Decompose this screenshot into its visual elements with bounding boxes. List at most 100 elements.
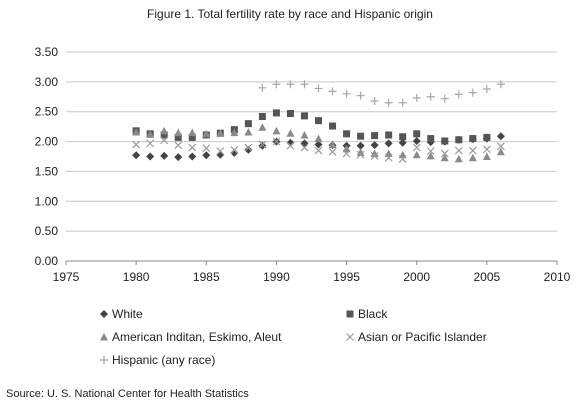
- legend: White Black American Inditan, Eskimo, Aleu…: [100, 307, 487, 367]
- data-point-triangle: [132, 128, 141, 136]
- data-point-square: [483, 133, 491, 141]
- data-point-x: [286, 141, 295, 150]
- data-point-x: [244, 143, 253, 152]
- data-point-x: [230, 146, 239, 154]
- data-point-plus: [342, 89, 351, 98]
- data-point-x: [272, 137, 281, 146]
- data-point-plus: [314, 84, 323, 93]
- legend-label: Hispanic (any race): [112, 353, 215, 367]
- axes: 0.00 0.50 1.00 1.50 2.00 2.50 3.00 3.50 1975 1980…: [35, 45, 571, 284]
- data-point-plus: [384, 98, 393, 107]
- data-point-triangle: [286, 129, 295, 137]
- data-point-square: [441, 137, 449, 145]
- data-point-x: [496, 142, 505, 151]
- data-point-x: [412, 143, 421, 152]
- data-point-plus: [370, 96, 379, 105]
- series-plus: [258, 80, 505, 107]
- data-point-triangle: [468, 153, 477, 162]
- legend-label: Black: [358, 307, 388, 321]
- data-point-square: [315, 117, 323, 125]
- chart-title: Figure 1. Total fertility rate by race a…: [147, 7, 433, 21]
- data-point-diamond: [412, 136, 421, 145]
- data-point-triangle: [328, 140, 337, 149]
- series-diamond: [132, 132, 505, 162]
- series-x: [132, 136, 505, 163]
- data-point-diamond: [132, 151, 141, 160]
- data-point-triangle: [384, 149, 393, 158]
- data-point-square: [286, 110, 294, 118]
- data-point-diamond: [202, 151, 211, 160]
- data-point-x: [482, 145, 491, 154]
- data-point-diamond: [356, 141, 365, 150]
- data-point-triangle: [188, 128, 197, 137]
- data-point-triangle: [244, 128, 253, 136]
- data-point-diamond: [244, 145, 253, 154]
- data-point-diamond: [496, 132, 505, 141]
- data-point-x: [174, 141, 183, 150]
- legend-item: Hispanic (any race): [100, 353, 215, 367]
- data-point-square: [272, 109, 280, 117]
- data-point-plus: [482, 85, 491, 94]
- data-point-plus: [328, 87, 337, 96]
- data-point-square: [258, 112, 266, 120]
- y-tick-label: 1.50: [35, 164, 59, 178]
- data-point-triangle: [160, 126, 169, 135]
- data-point-x: [300, 143, 309, 152]
- data-point-diamond: [160, 151, 169, 160]
- data-point-x: [314, 146, 323, 155]
- data-point-diamond: [230, 148, 239, 157]
- data-point-x: [468, 146, 477, 155]
- data-point-diamond: [384, 139, 393, 148]
- data-point-x: [188, 143, 197, 152]
- data-point-plus: [272, 80, 281, 89]
- y-tick-label: 0.50: [35, 224, 59, 238]
- data-point-square: [371, 132, 379, 140]
- data-point-triangle: [314, 134, 323, 143]
- x-tick-label: 2010: [544, 270, 571, 284]
- data-point-diamond: [174, 153, 183, 162]
- data-point-plus: [258, 83, 267, 92]
- legend-item: Black: [346, 307, 388, 321]
- data-point-plus: [398, 98, 407, 107]
- data-point-x: [370, 151, 379, 160]
- data-point-x: [146, 139, 155, 148]
- data-point-square: [329, 122, 337, 130]
- data-point-x: [216, 147, 225, 156]
- data-point-triangle: [230, 128, 239, 137]
- data-point-square: [455, 136, 463, 144]
- data-point-plus: [300, 80, 309, 89]
- data-point-x: [356, 150, 365, 159]
- data-point-diamond: [286, 138, 295, 147]
- data-point-square: [469, 135, 477, 143]
- data-point-plus: [468, 88, 477, 97]
- data-point-triangle: [398, 150, 407, 159]
- data-point-x: [426, 147, 435, 156]
- data-point-x: [202, 144, 211, 153]
- legend-item: American Inditan, Eskimo, Aleut: [100, 330, 282, 344]
- y-tick-label: 2.00: [35, 135, 59, 149]
- data-point-plus: [286, 80, 295, 89]
- data-point-square: [174, 133, 182, 141]
- data-point-x: [132, 140, 141, 149]
- x-tick-label: 2000: [403, 270, 430, 284]
- data-point-plus: [356, 91, 365, 100]
- data-point-triangle: [146, 130, 155, 138]
- data-point-diamond: [314, 140, 323, 149]
- data-point-x: [342, 149, 351, 158]
- data-point-triangle: [426, 151, 435, 160]
- y-tick-label: 2.50: [35, 105, 59, 119]
- data-point-square: [357, 132, 365, 140]
- data-point-triangle: [216, 129, 225, 137]
- data-point-diamond: [146, 152, 155, 161]
- data-point-triangle: [258, 123, 267, 131]
- data-point-triangle: [272, 126, 281, 135]
- data-point-x: [440, 149, 449, 158]
- legend-item: Asian or Pacific Islander: [346, 330, 487, 344]
- source-note: Source: U. S. National Center for Health…: [6, 388, 249, 400]
- data-point-x: [398, 154, 407, 163]
- x-tick-label: 1975: [53, 270, 80, 284]
- data-point-diamond: [300, 139, 309, 148]
- data-point-square: [160, 131, 168, 139]
